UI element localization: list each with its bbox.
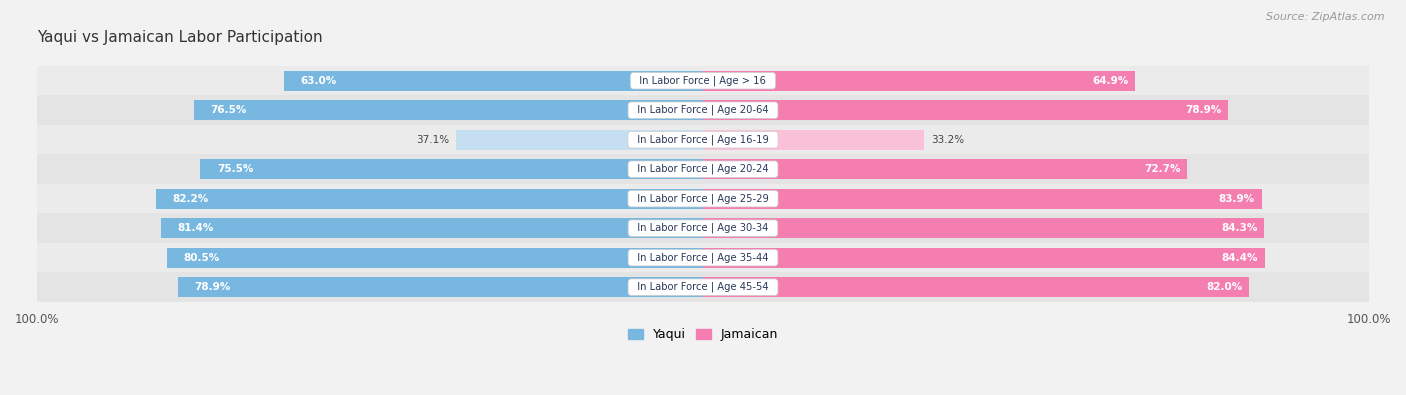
Bar xyxy=(703,248,1265,268)
Bar xyxy=(703,277,1249,297)
Bar xyxy=(37,184,1369,213)
Text: 81.4%: 81.4% xyxy=(177,223,214,233)
Bar xyxy=(37,125,1369,154)
Text: 75.5%: 75.5% xyxy=(217,164,253,174)
Bar xyxy=(162,218,703,238)
Text: Source: ZipAtlas.com: Source: ZipAtlas.com xyxy=(1267,12,1385,22)
Bar xyxy=(703,71,1135,91)
Text: Yaqui vs Jamaican Labor Participation: Yaqui vs Jamaican Labor Participation xyxy=(37,30,323,45)
Bar xyxy=(37,213,1369,243)
Bar xyxy=(37,243,1369,273)
Text: In Labor Force | Age 20-64: In Labor Force | Age 20-64 xyxy=(631,105,775,115)
Text: 64.9%: 64.9% xyxy=(1092,76,1129,86)
Bar xyxy=(177,277,703,297)
Bar xyxy=(284,71,703,91)
Text: 37.1%: 37.1% xyxy=(416,135,450,145)
Text: In Labor Force | Age 30-34: In Labor Force | Age 30-34 xyxy=(631,223,775,233)
Bar xyxy=(703,189,1261,209)
Text: 76.5%: 76.5% xyxy=(211,105,246,115)
Bar xyxy=(201,159,703,179)
Bar xyxy=(37,96,1369,125)
Text: 33.2%: 33.2% xyxy=(931,135,963,145)
Text: In Labor Force | Age 35-44: In Labor Force | Age 35-44 xyxy=(631,252,775,263)
Text: In Labor Force | Age > 16: In Labor Force | Age > 16 xyxy=(634,75,772,86)
Text: 83.9%: 83.9% xyxy=(1219,194,1256,204)
Text: In Labor Force | Age 20-24: In Labor Force | Age 20-24 xyxy=(631,164,775,175)
Text: 72.7%: 72.7% xyxy=(1144,164,1181,174)
Text: 84.3%: 84.3% xyxy=(1222,223,1257,233)
Text: 80.5%: 80.5% xyxy=(184,253,219,263)
Bar xyxy=(37,154,1369,184)
Bar xyxy=(703,159,1187,179)
Text: In Labor Force | Age 16-19: In Labor Force | Age 16-19 xyxy=(631,134,775,145)
Text: In Labor Force | Age 45-54: In Labor Force | Age 45-54 xyxy=(631,282,775,292)
Text: 84.4%: 84.4% xyxy=(1222,253,1258,263)
Bar xyxy=(194,100,703,120)
Bar xyxy=(156,189,703,209)
Text: 63.0%: 63.0% xyxy=(301,76,336,86)
Text: In Labor Force | Age 25-29: In Labor Force | Age 25-29 xyxy=(631,194,775,204)
Bar xyxy=(37,273,1369,302)
Text: 82.0%: 82.0% xyxy=(1206,282,1243,292)
Bar xyxy=(703,218,1264,238)
Bar xyxy=(37,66,1369,96)
Text: 78.9%: 78.9% xyxy=(194,282,231,292)
Text: 82.2%: 82.2% xyxy=(173,194,208,204)
Legend: Yaqui, Jamaican: Yaqui, Jamaican xyxy=(623,323,783,346)
Bar xyxy=(703,100,1229,120)
Bar xyxy=(456,130,703,150)
Bar xyxy=(167,248,703,268)
Text: 78.9%: 78.9% xyxy=(1185,105,1222,115)
Bar xyxy=(703,130,924,150)
